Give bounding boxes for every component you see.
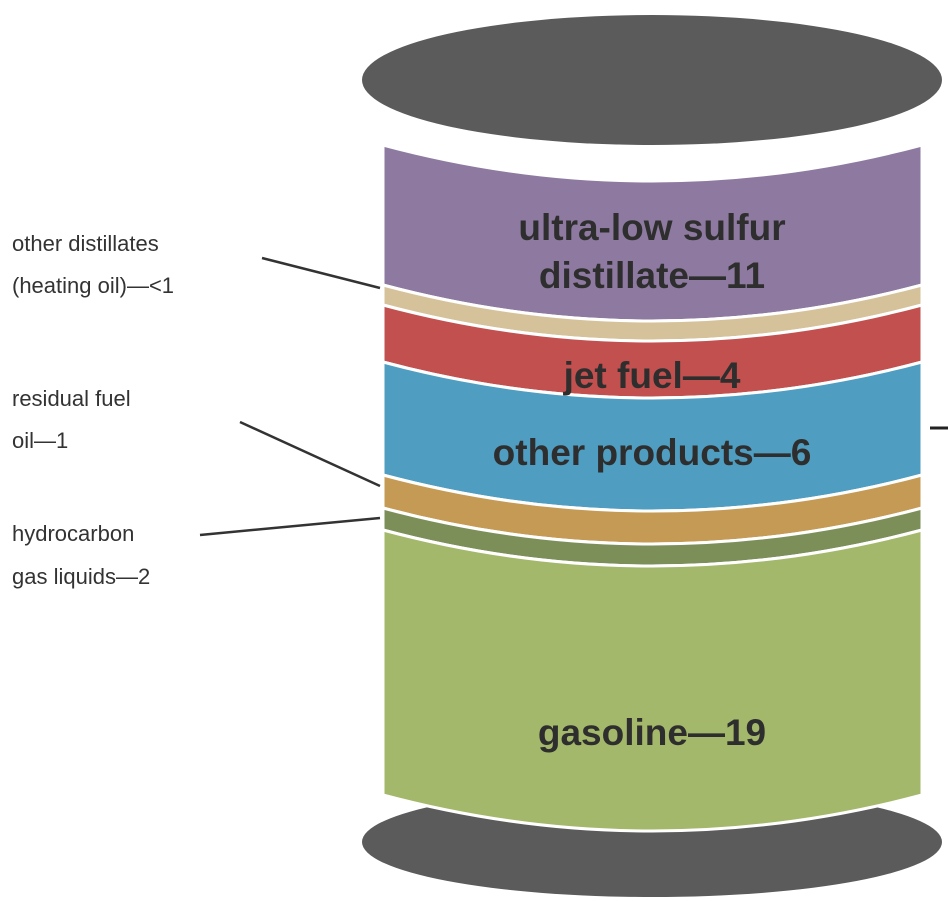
barrel-lid: [362, 15, 942, 145]
callout-label: (heating oil)—<1: [12, 273, 174, 298]
segment-label: distillate—11: [539, 255, 765, 296]
leader-line: [262, 258, 380, 288]
segment-label: ultra-low sulfur: [518, 207, 785, 248]
callout-label: oil—1: [12, 428, 68, 453]
leader-line: [240, 422, 380, 486]
segment-label: other products—6: [493, 432, 812, 473]
barrel-diagram: ultra-low sulfur distillate—11 jet fuel—4 o…: [0, 0, 948, 901]
callout-label: other distillates: [12, 231, 159, 256]
leader-line: [200, 518, 380, 535]
segment-label: jet fuel—4: [563, 355, 741, 396]
segment-label: gasoline—19: [538, 712, 766, 753]
callout-label: gas liquids—2: [12, 564, 150, 589]
callout-label: hydrocarbon: [12, 521, 134, 546]
callout-label: residual fuel: [12, 386, 131, 411]
barrel-band: [383, 530, 922, 831]
